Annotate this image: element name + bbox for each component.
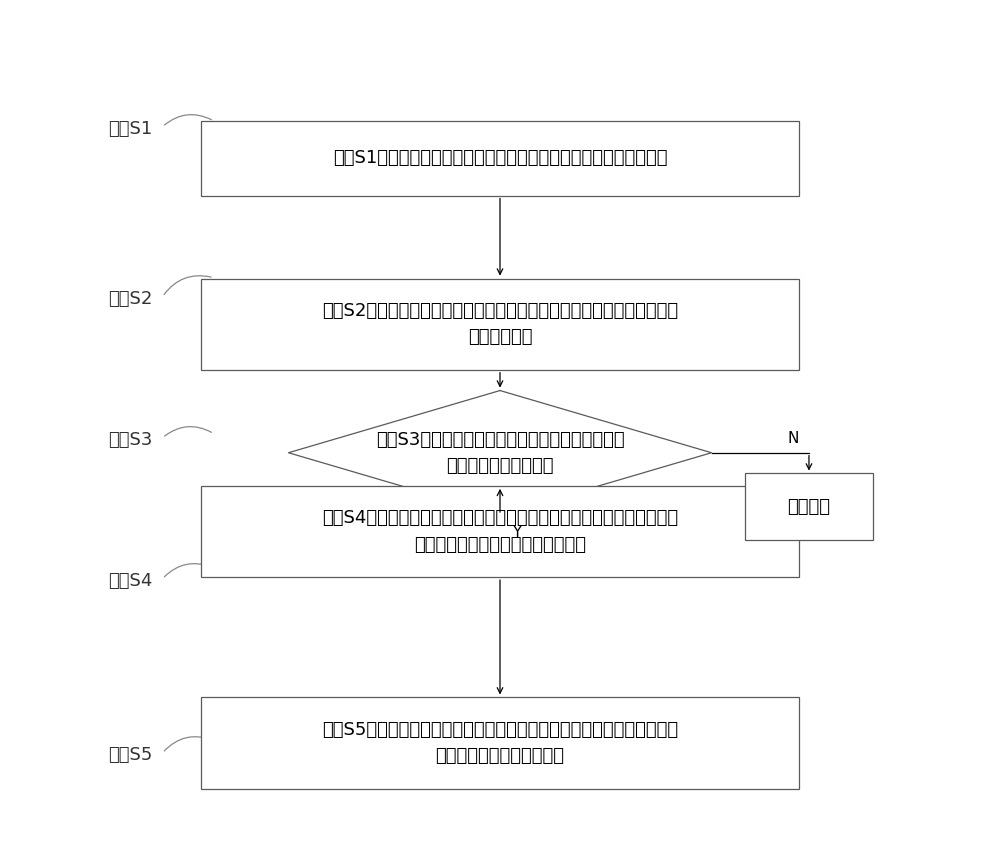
FancyBboxPatch shape — [201, 697, 799, 789]
Text: N: N — [788, 431, 799, 446]
Text: 步骤S5，开始计时直到达到最小的延时时间，控制对应的检测节点上的配
电设备跳闸或发出故障告警: 步骤S5，开始计时直到达到最小的延时时间，控制对应的检测节点上的配 电设备跳闸或… — [322, 721, 678, 766]
Text: 步骤S3，判断是否有检测节点的暂态零序功率方向
与预设功率方向不一致: 步骤S3，判断是否有检测节点的暂态零序功率方向 与预设功率方向不一致 — [376, 430, 624, 475]
Text: 步骤S4，获取与预设功率方向一致的所有检测节点对应的延时时间，确定
最小的延时时间以及对应的检测节点: 步骤S4，获取与预设功率方向一致的所有检测节点对应的延时时间，确定 最小的延时时… — [322, 510, 678, 554]
Text: Y: Y — [512, 525, 522, 540]
Text: 步骤S3: 步骤S3 — [109, 431, 153, 449]
Text: 步骤S5: 步骤S5 — [109, 746, 153, 765]
Text: 步骤S1: 步骤S1 — [109, 120, 153, 138]
Text: 步骤S1，根据所述检测节点的位置信息预设所述检测节点的延时时间: 步骤S1，根据所述检测节点的位置信息预设所述检测节点的延时时间 — [333, 149, 667, 168]
Text: 步骤S4: 步骤S4 — [109, 572, 153, 590]
FancyBboxPatch shape — [201, 278, 799, 370]
FancyBboxPatch shape — [201, 121, 799, 195]
Text: 步骤S2，采集所有检测节点的运行参数，并根据运行参数获取对应的暂态
零序功率方向: 步骤S2，采集所有检测节点的运行参数，并根据运行参数获取对应的暂态 零序功率方向 — [322, 302, 678, 346]
Text: 步骤S2: 步骤S2 — [109, 290, 153, 308]
FancyBboxPatch shape — [745, 473, 873, 540]
Text: 退出步骤: 退出步骤 — [787, 498, 830, 516]
FancyBboxPatch shape — [201, 486, 799, 577]
